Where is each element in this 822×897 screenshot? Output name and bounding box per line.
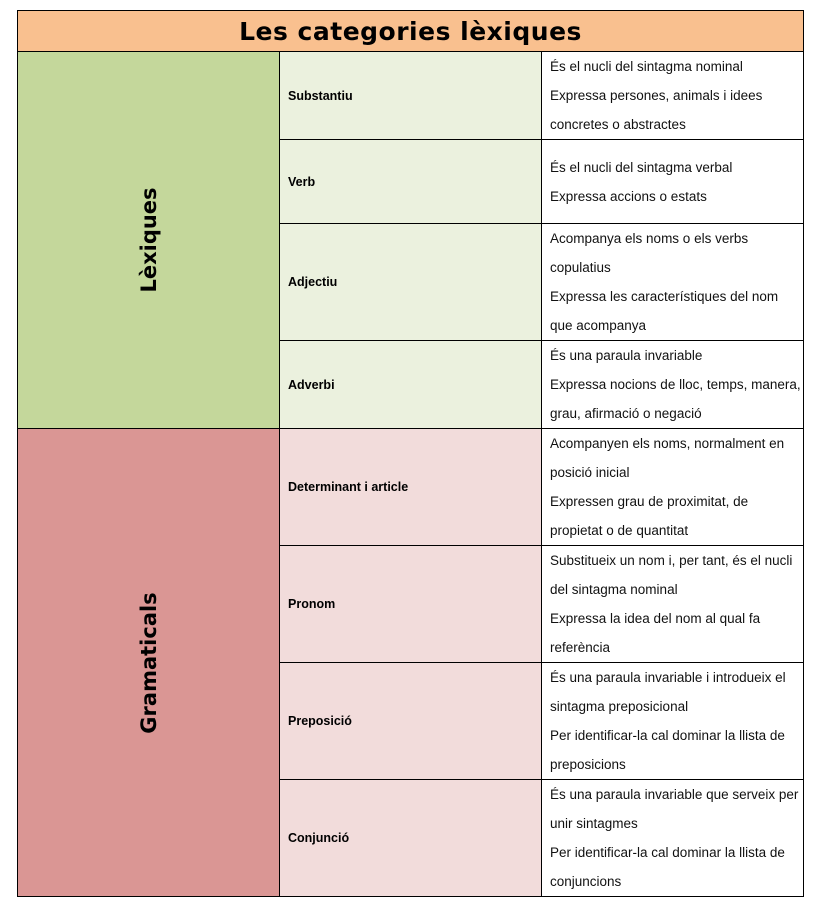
category-cell: Adjectiu <box>279 223 542 341</box>
group-cell-lex: Lèxiques <box>17 51 280 429</box>
table-title: Les categories lèxiques <box>17 10 804 52</box>
description-line: És una paraula invariable <box>550 348 703 363</box>
category-cell: Conjunció <box>279 779 542 897</box>
group-label: Gramaticals <box>136 591 161 734</box>
category-cell: Adverbi <box>279 340 542 429</box>
group-label: Lèxiques <box>136 187 161 293</box>
description-line: Expressa les característiques del nom qu… <box>550 289 779 333</box>
description-cell: Substitueix un nom i, per tant, és el nu… <box>541 545 804 663</box>
category-cell: Substantiu <box>279 51 542 140</box>
category-cell: Pronom <box>279 545 542 663</box>
description-line: Acompanyen els noms, normalment en posic… <box>550 436 785 480</box>
description-line: Substitueix un nom i, per tant, és el nu… <box>550 553 793 597</box>
description-cell: És una paraula invariable i introdueix e… <box>541 662 804 780</box>
description-line: És una paraula invariable que serveix pe… <box>550 787 799 831</box>
description-line: Expressa la idea del nom al qual fa refe… <box>550 611 761 655</box>
category-cell: Verb <box>279 139 542 224</box>
table-row: Adverbi És una paraula invariable Expressa… <box>18 340 804 429</box>
description-line: Acompanya els noms o els verbs copulatiu… <box>550 231 749 275</box>
table-row: Verb És el nucli del sintagma verbal Expre… <box>18 139 804 224</box>
description-cell: És el nucli del sintagma nominal Expressa… <box>541 51 804 140</box>
table-row: Lèxiques Substantiu És el nucli del sintag… <box>17 51 804 429</box>
description-line: És el nucli del sintagma verbal <box>550 159 733 175</box>
category-cell: Determinant i article <box>279 428 542 546</box>
description-line: Per identificar-la cal dominar la llista… <box>550 845 785 889</box>
table-row: Gramaticals Determinant i article Acompany… <box>17 428 804 897</box>
description-cell: Acompanyen els noms, normalment en posic… <box>541 428 804 546</box>
description-line: Expressa accions o estats <box>550 188 707 204</box>
description-line: Expressen grau de proximitat, de propiet… <box>550 494 749 538</box>
category-cell: Preposició <box>279 662 542 780</box>
description-line: És el nucli del sintagma nominal <box>550 59 743 74</box>
description-cell: És el nucli del sintagma verbal Expressa … <box>541 139 804 224</box>
description-line: Per identificar-la cal dominar la llista… <box>550 728 785 772</box>
description-cell: És una paraula invariable que serveix pe… <box>541 779 804 897</box>
description-cell: És una paraula invariable Expressa nocion… <box>541 340 804 429</box>
description-line: És una paraula invariable i introdueix e… <box>550 670 786 714</box>
table-row: Adjectiu Acompanya els noms o els verbs c… <box>18 223 804 341</box>
description-line: Expressa persones, animals i idees concr… <box>550 88 763 132</box>
categories-table: Les categories lèxiques Lèxiques Substant… <box>17 10 804 897</box>
description-cell: Acompanya els noms o els verbs copulatiu… <box>541 223 804 341</box>
group-cell-gram: Gramaticals <box>17 428 280 897</box>
description-line: Expressa nocions de lloc, temps, manera,… <box>550 377 801 421</box>
